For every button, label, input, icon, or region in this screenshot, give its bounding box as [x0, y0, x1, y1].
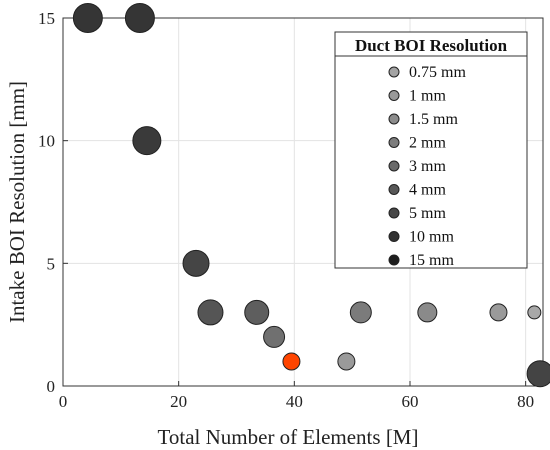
- data-point: [337, 352, 356, 371]
- legend-marker: [388, 160, 400, 172]
- legend-marker: [388, 184, 400, 195]
- data-point: [124, 3, 155, 33]
- x-axis-ticks: 0 20 40 60 80: [59, 381, 534, 411]
- legend-box: [334, 31, 528, 269]
- data-point: [244, 299, 270, 325]
- data-point: [263, 325, 286, 348]
- legend-marker: [388, 66, 400, 78]
- y-tick-label: 5: [47, 254, 56, 273]
- x-tick-label: 80: [517, 392, 534, 411]
- legend-entry-label: 4 mm: [409, 182, 446, 199]
- legend: Duct BOI Resolution 0.75 mm 1 mm 1.5 mm 2 mm…: [334, 31, 528, 269]
- legend-marker: [388, 113, 400, 125]
- y-axis-ticks: 0 5 10 15: [38, 9, 68, 396]
- x-tick-label: 60: [401, 392, 418, 411]
- plot-area-frame: [62, 17, 544, 387]
- data-point: [182, 249, 210, 277]
- y-axis-label: Intake BOI Resolution [mm]: [5, 81, 29, 323]
- legend-entry-label: 3 mm: [409, 158, 446, 175]
- data-point: [417, 302, 438, 323]
- legend-entry-label: 1.5 mm: [409, 111, 458, 128]
- legend-marker: [388, 231, 400, 242]
- legend-entry-label: 2 mm: [409, 135, 446, 152]
- legend-entry-label: 1 mm: [409, 88, 446, 105]
- data-point: [526, 360, 550, 388]
- data-point: [132, 126, 162, 156]
- legend-title: Duct BOI Resolution: [355, 36, 508, 55]
- x-tick-label: 0: [59, 392, 68, 411]
- data-point: [489, 303, 508, 322]
- data-point: [72, 3, 103, 33]
- legend-marker: [388, 254, 400, 266]
- data-point: [197, 299, 224, 326]
- x-tick-label: 20: [170, 392, 187, 411]
- legend-entry-label: 15 mm: [409, 252, 454, 269]
- x-axis-label: Total Number of Elements [M]: [158, 425, 419, 449]
- legend-marker: [388, 207, 400, 219]
- y-tick-label: 0: [47, 377, 56, 396]
- y-tick-label: 10: [38, 132, 55, 151]
- legend-entry-label: 5 mm: [409, 205, 446, 222]
- legend-marker: [388, 137, 400, 148]
- data-point: [527, 305, 542, 320]
- data-point: [349, 301, 372, 324]
- y-tick-label: 15: [38, 9, 55, 28]
- legend-entry-label: 0.75 mm: [409, 64, 466, 81]
- data-points: [72, 3, 550, 388]
- legend-marker: [388, 90, 400, 101]
- x-tick-label: 40: [286, 392, 303, 411]
- highlighted-data-point: [282, 352, 301, 371]
- legend-entry-label: 10 mm: [409, 229, 454, 246]
